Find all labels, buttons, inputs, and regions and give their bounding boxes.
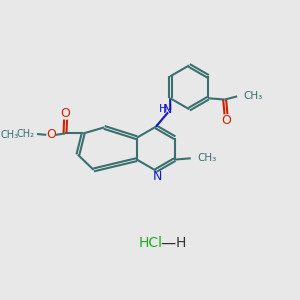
Text: CH₃: CH₃	[197, 153, 216, 163]
Text: CH₃: CH₃	[0, 130, 19, 140]
Text: CH₂: CH₂	[16, 129, 34, 139]
Text: N: N	[163, 103, 172, 116]
Text: H: H	[158, 104, 167, 114]
Text: CH₃: CH₃	[244, 92, 263, 101]
Text: N: N	[153, 170, 163, 183]
Text: —: —	[160, 236, 176, 251]
Text: O: O	[46, 128, 56, 141]
Text: O: O	[221, 114, 231, 127]
Text: HCl: HCl	[138, 236, 162, 250]
Text: O: O	[61, 107, 70, 120]
Text: H: H	[176, 236, 186, 250]
